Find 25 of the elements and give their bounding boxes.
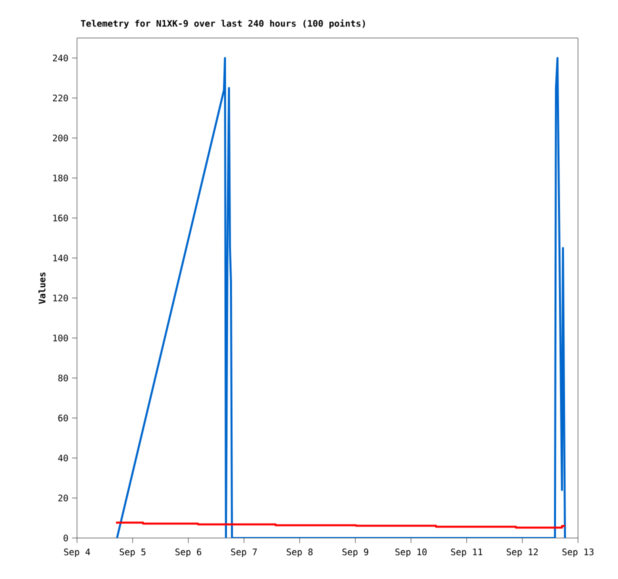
y-tick-label: 60 — [58, 414, 68, 422]
y-tick-label: 20 — [58, 494, 68, 502]
y-tick-label: 120 — [53, 294, 68, 302]
x-tick-label: Sep 9 — [342, 548, 368, 558]
y-axis-title: Values — [38, 272, 46, 304]
y-tick-label: 140 — [53, 254, 68, 262]
y-tick-label: 40 — [58, 454, 68, 462]
y-tick-label: 80 — [58, 374, 68, 382]
chart-title: Telemetry for N1XK-9 over last 240 hours (100 points) — [80, 19, 365, 28]
x-tick-label: Sep 10 — [395, 548, 427, 558]
x-tick-label: Sep 13 — [562, 548, 594, 558]
x-tick-label: Sep 6 — [175, 548, 202, 558]
x-tick-label: Sep 11 — [451, 548, 482, 558]
x-tick-label: Sep 5 — [120, 548, 146, 558]
x-tick-label: Sep 12 — [506, 548, 538, 558]
y-tick-label: 0 — [64, 534, 68, 542]
x-tick-label: Sep 8 — [286, 548, 313, 558]
y-tick-label: 100 — [53, 334, 68, 342]
y-tick-label: 180 — [53, 174, 68, 182]
y-tick-label: 220 — [52, 94, 68, 102]
y-tick-label: 160 — [53, 214, 68, 222]
y-tick-label: 240 — [52, 54, 68, 62]
x-tick-label: Sep 7 — [231, 548, 257, 558]
y-tick-label: 200 — [52, 134, 68, 142]
x-tick-label: Sep 4 — [64, 548, 90, 558]
